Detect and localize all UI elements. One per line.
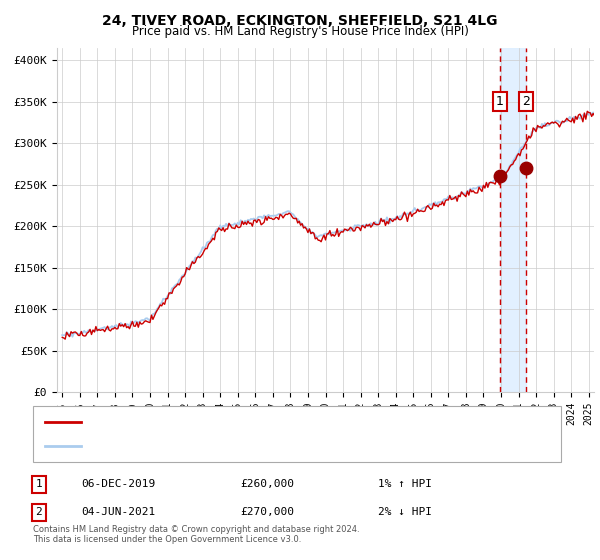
- Text: 1: 1: [496, 95, 503, 108]
- Text: £260,000: £260,000: [240, 479, 294, 489]
- Text: £270,000: £270,000: [240, 507, 294, 517]
- Text: Price paid vs. HM Land Registry's House Price Index (HPI): Price paid vs. HM Land Registry's House …: [131, 25, 469, 38]
- Text: 24, TIVEY ROAD, ECKINGTON, SHEFFIELD, S21 4LG: 24, TIVEY ROAD, ECKINGTON, SHEFFIELD, S2…: [102, 14, 498, 28]
- Text: 1% ↑ HPI: 1% ↑ HPI: [378, 479, 432, 489]
- Text: 2: 2: [522, 95, 530, 108]
- Text: 06-DEC-2019: 06-DEC-2019: [81, 479, 155, 489]
- Bar: [500, 48, 526, 392]
- Text: 2: 2: [35, 507, 43, 517]
- Text: Contains HM Land Registry data © Crown copyright and database right 2024.
This d: Contains HM Land Registry data © Crown c…: [33, 525, 359, 544]
- Text: 2% ↓ HPI: 2% ↓ HPI: [378, 507, 432, 517]
- Text: 24, TIVEY ROAD, ECKINGTON, SHEFFIELD, S21 4LG (detached house): 24, TIVEY ROAD, ECKINGTON, SHEFFIELD, S2…: [87, 417, 445, 427]
- Text: 1: 1: [35, 479, 43, 489]
- Text: 04-JUN-2021: 04-JUN-2021: [81, 507, 155, 517]
- Text: HPI: Average price, detached house, North East Derbyshire: HPI: Average price, detached house, Nort…: [87, 441, 395, 451]
